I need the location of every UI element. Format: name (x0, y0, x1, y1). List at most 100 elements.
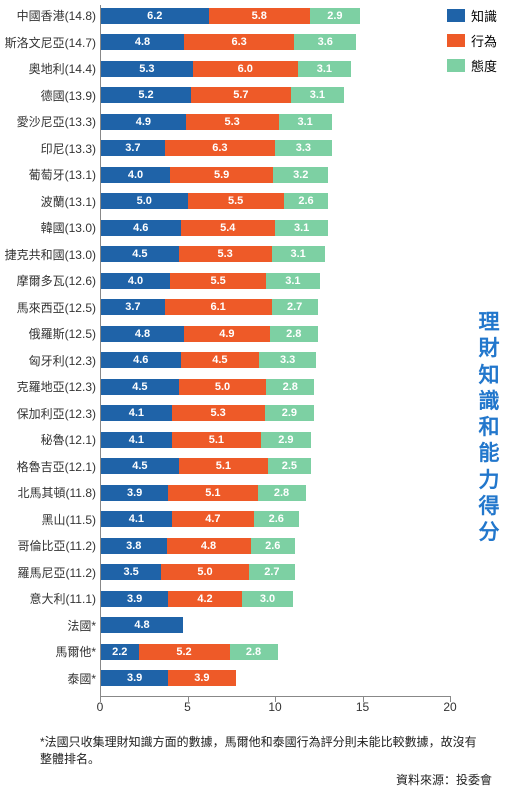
chart-container: 中國香港(14.8)6.25.82.9斯洛文尼亞(14.7)4.86.33.6奧… (0, 0, 512, 796)
chart-title-vertical: 理財知識和能力得分 (478, 310, 500, 546)
bar-row: 泰國*3.93.9 (0, 668, 237, 689)
bar-segment-attitude: 2.7 (272, 298, 319, 316)
bar-segment-attitude: 2.9 (261, 431, 312, 449)
bar: 4.14.72.6 (100, 510, 300, 528)
bar-segment-behavior: 5.7 (191, 86, 291, 104)
bar-segment-knowledge: 4.1 (100, 431, 172, 449)
bar-row: 保加利亞(12.3)4.15.32.9 (0, 403, 315, 424)
bar-segment-behavior: 4.7 (172, 510, 254, 528)
bar-row: 捷克共和國(13.0)4.55.33.1 (0, 244, 326, 265)
bar-segment-behavior: 6.3 (165, 139, 275, 157)
bar: 6.25.82.9 (100, 7, 361, 25)
bar-row: 斯洛文尼亞(14.7)4.86.33.6 (0, 32, 357, 53)
bar-segment-attitude: 3.0 (242, 590, 295, 608)
bar-segment-knowledge: 4.6 (100, 351, 181, 369)
row-label: 意大利(11.1) (0, 590, 100, 607)
bar-segment-attitude: 2.5 (268, 457, 312, 475)
bar-segment-behavior: 5.0 (161, 563, 249, 581)
bar-segment-behavior: 5.5 (188, 192, 284, 210)
bar-segment-behavior: 5.3 (186, 113, 279, 131)
bar: 3.84.82.6 (100, 537, 296, 555)
bar: 4.55.12.5 (100, 457, 312, 475)
bar: 3.94.23.0 (100, 590, 294, 608)
legend-swatch (447, 9, 465, 22)
legend-label: 行為 (471, 31, 497, 50)
bar-row: 俄羅斯(12.5)4.84.92.8 (0, 323, 319, 344)
row-label: 保加利亞(12.3) (0, 405, 100, 422)
legend: 知識行為態度 (447, 6, 497, 81)
row-label: 捷克共和國(13.0) (0, 246, 100, 263)
legend-label: 態度 (471, 56, 497, 75)
bar-row: 馬爾他*2.25.22.8 (0, 641, 279, 662)
bar-segment-behavior: 5.1 (172, 431, 261, 449)
bar: 4.8 (100, 616, 184, 634)
bar-segment-attitude: 3.1 (275, 219, 329, 237)
row-label: 哥倫比亞(11.2) (0, 537, 100, 554)
bar-segment-knowledge: 5.0 (100, 192, 188, 210)
bar-segment-attitude: 2.8 (230, 643, 279, 661)
bar-segment-knowledge: 4.9 (100, 113, 186, 131)
bar-segment-attitude: 3.3 (259, 351, 317, 369)
bar-row: 法國*4.8 (0, 615, 184, 636)
bar: 4.05.93.2 (100, 166, 329, 184)
bar-segment-attitude: 3.2 (273, 166, 329, 184)
bar-row: 秘魯(12.1)4.15.12.9 (0, 429, 312, 450)
bar-segment-attitude: 2.9 (310, 7, 361, 25)
bar-row: 馬來西亞(12.5)3.76.12.7 (0, 297, 319, 318)
bar-segment-attitude: 3.1 (298, 60, 352, 78)
x-tick-label: 10 (268, 700, 281, 714)
bar-segment-knowledge: 6.2 (100, 7, 209, 25)
bar: 4.84.92.8 (100, 325, 319, 343)
bar-segment-attitude: 3.1 (291, 86, 345, 104)
bar-segment-behavior: 3.9 (168, 669, 236, 687)
bar: 4.95.33.1 (100, 113, 333, 131)
bar-segment-behavior: 6.1 (165, 298, 272, 316)
bar-segment-behavior: 5.9 (170, 166, 273, 184)
bar-segment-knowledge: 2.2 (100, 643, 139, 661)
bar: 5.25.73.1 (100, 86, 345, 104)
row-label: 俄羅斯(12.5) (0, 325, 100, 342)
bar: 3.55.02.7 (100, 563, 296, 581)
row-label: 德國(13.9) (0, 87, 100, 104)
bar-segment-behavior: 5.8 (209, 7, 311, 25)
bar-row: 葡萄牙(13.1)4.05.93.2 (0, 164, 329, 185)
row-label: 克羅地亞(12.3) (0, 378, 100, 395)
bar-segment-behavior: 4.2 (168, 590, 242, 608)
x-tick-label: 15 (356, 700, 369, 714)
bar-segment-behavior: 5.3 (172, 404, 265, 422)
row-label: 斯洛文尼亞(14.7) (0, 34, 100, 51)
row-label: 匈牙利(12.3) (0, 352, 100, 369)
bar: 2.25.22.8 (100, 643, 279, 661)
bar-segment-attitude: 2.7 (249, 563, 296, 581)
bar: 5.05.52.6 (100, 192, 329, 210)
legend-swatch (447, 59, 465, 72)
y-axis-line (100, 5, 101, 696)
bar-segment-knowledge: 4.5 (100, 245, 179, 263)
bar-row: 中國香港(14.8)6.25.82.9 (0, 5, 361, 26)
bar-segment-attitude: 3.1 (279, 113, 333, 131)
row-label: 格魯吉亞(12.1) (0, 458, 100, 475)
bar-row: 克羅地亞(12.3)4.55.02.8 (0, 376, 315, 397)
bar-row: 愛沙尼亞(13.3)4.95.33.1 (0, 111, 333, 132)
bar-segment-behavior: 5.1 (168, 484, 257, 502)
bar-segment-behavior: 5.3 (179, 245, 272, 263)
bar: 4.65.43.1 (100, 219, 329, 237)
row-label: 葡萄牙(13.1) (0, 166, 100, 183)
row-label: 秘魯(12.1) (0, 431, 100, 448)
bar-segment-attitude: 3.1 (266, 272, 320, 290)
bar-row: 德國(13.9)5.25.73.1 (0, 85, 345, 106)
bar-segment-behavior: 4.9 (184, 325, 270, 343)
row-label: 法國* (0, 617, 100, 634)
bar-segment-knowledge: 4.8 (100, 325, 184, 343)
row-label: 中國香港(14.8) (0, 7, 100, 24)
bar: 5.36.03.1 (100, 60, 352, 78)
bar-row: 匈牙利(12.3)4.64.53.3 (0, 350, 317, 371)
bar-row: 奧地利(14.4)5.36.03.1 (0, 58, 352, 79)
row-label: 印尼(13.3) (0, 140, 100, 157)
bar-segment-attitude: 3.3 (275, 139, 333, 157)
bar-segment-behavior: 5.0 (179, 378, 267, 396)
bar: 4.64.53.3 (100, 351, 317, 369)
bar: 4.05.53.1 (100, 272, 321, 290)
x-tick-label: 0 (97, 700, 104, 714)
bar: 4.55.33.1 (100, 245, 326, 263)
